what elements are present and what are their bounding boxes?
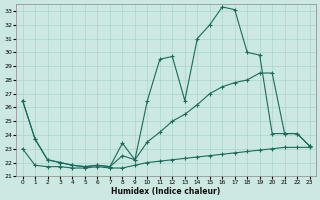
- X-axis label: Humidex (Indice chaleur): Humidex (Indice chaleur): [111, 187, 221, 196]
